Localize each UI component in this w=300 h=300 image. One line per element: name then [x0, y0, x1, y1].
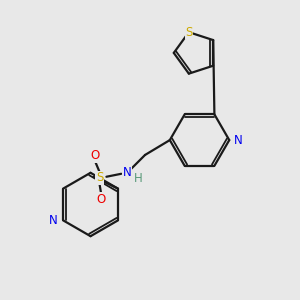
Text: S: S [96, 171, 103, 184]
Text: N: N [48, 214, 57, 227]
Text: S: S [185, 26, 193, 39]
Text: O: O [97, 193, 106, 206]
Text: N: N [123, 166, 132, 179]
Text: O: O [90, 149, 99, 162]
Text: H: H [134, 172, 142, 185]
Text: N: N [234, 134, 243, 147]
